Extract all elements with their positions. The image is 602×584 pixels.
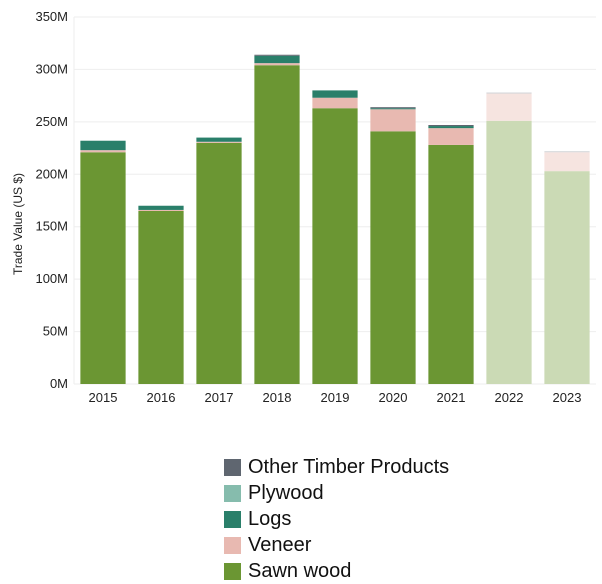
bar-sawn-wood-2019[interactable] [312,108,358,385]
x-tick-label: 2017 [205,390,234,405]
legend-swatch [224,458,241,476]
legend-item-plywood[interactable]: Plywood [224,480,449,506]
y-tick-label: 350M [35,9,68,24]
legend-swatch [224,562,241,580]
y-tick-label: 250M [35,114,68,129]
legend-label: Other Timber Products [248,455,450,478]
bar-logs-2018[interactable] [254,55,300,64]
y-tick-label: 150M [35,219,68,234]
x-tick-label: 2016 [147,390,176,405]
legend-swatch [224,536,241,554]
bar-logs-2019[interactable] [312,90,358,98]
bar-logs-2015[interactable] [80,140,126,151]
x-tick-label: 2019 [321,390,350,405]
bar-sawn-wood-2016[interactable] [138,210,184,384]
bar-veneer-2017[interactable] [196,141,242,143]
legend-item-other-timber-products[interactable]: Other Timber Products [224,454,449,480]
bar-other-timber-products-2020[interactable] [370,107,416,109]
bar-sawn-wood-2015[interactable] [80,152,126,384]
x-tick-label: 2023 [553,390,582,405]
x-tick-label: 2021 [437,390,466,405]
legend-swatch [224,484,241,502]
bar-veneer-2015[interactable] [80,150,126,153]
y-tick-label: 50M [43,324,68,339]
bar-veneer-2021[interactable] [428,128,474,145]
bar-logs-2020[interactable] [370,108,416,110]
bar-veneer-2023[interactable] [544,152,590,172]
bar-sawn-wood-2023[interactable] [544,171,590,384]
legend: Other Timber Products Plywood Logs Veneer Sa… [224,454,449,584]
bar-sawn-wood-2020[interactable] [370,131,416,384]
y-tick-label: 200M [35,166,68,181]
x-tick-label: 2020 [379,390,408,405]
legend-label: Logs [248,507,292,530]
legend-item-veneer[interactable]: Veneer [224,532,449,558]
bar-sawn-wood-2022[interactable] [486,120,532,385]
legend-swatch [224,510,241,528]
bar-veneer-2022[interactable] [486,93,532,121]
bar-veneer-2019[interactable] [312,97,358,109]
bar-logs-2017[interactable] [196,137,242,142]
bar-other-timber-products-2023[interactable] [544,151,590,153]
bar-other-timber-products-2022[interactable] [486,92,532,94]
legend-label: Sawn wood [248,559,352,582]
legend-item-logs[interactable]: Logs [224,506,449,532]
x-tick-label: 2015 [89,390,118,405]
y-tick-label: 300M [35,61,68,76]
bar-other-timber-products-2021[interactable] [428,125,474,127]
bar-other-timber-products-2018[interactable] [254,54,300,56]
bar-logs-2016[interactable] [138,205,184,210]
bar-veneer-2018[interactable] [254,63,300,66]
bar-veneer-2016[interactable] [138,209,184,211]
bar-veneer-2020[interactable] [370,109,416,132]
x-tick-label: 2022 [495,390,524,405]
y-tick-label: 0M [50,376,68,391]
bar-sawn-wood-2018[interactable] [254,65,300,384]
bar-sawn-wood-2017[interactable] [196,142,242,384]
legend-label: Veneer [248,533,312,556]
y-axis-ticks: 0M 50M 100M 150M 200M 250M 300M 350M [35,9,68,391]
bar-logs-2021[interactable] [428,126,474,129]
legend-item-sawn-wood[interactable]: Sawn wood [224,558,449,584]
y-tick-label: 100M [35,271,68,286]
y-axis-title: Trade Value (US $) [11,173,25,275]
x-tick-label: 2018 [263,390,292,405]
bar-sawn-wood-2021[interactable] [428,144,474,384]
x-axis-ticks: 2015 2016 2017 2018 2019 2020 2021 2022 2023 [89,390,582,405]
bars [80,54,590,385]
legend-label: Plywood [248,481,324,504]
